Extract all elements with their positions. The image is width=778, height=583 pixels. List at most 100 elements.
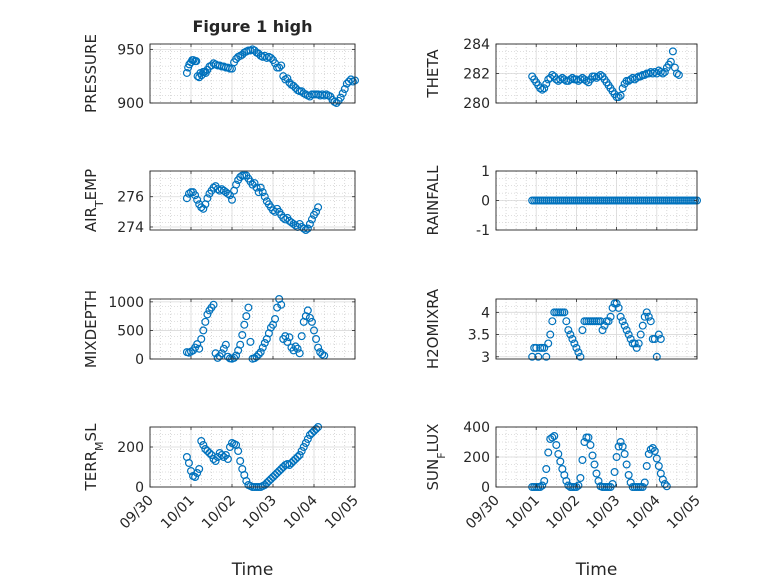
data-point (346, 75, 355, 84)
data-point (532, 343, 541, 352)
data-point (293, 344, 302, 353)
data-point (256, 183, 265, 192)
y-tick-label: 0 (481, 480, 490, 496)
x-tick-label: 09/30 (463, 493, 503, 533)
y-axis-label-part: SL (82, 423, 100, 442)
data-point (544, 339, 553, 348)
data-point (614, 442, 623, 451)
data-point (538, 85, 547, 94)
data-point (199, 326, 208, 335)
data-point (193, 195, 202, 204)
y-axis-label-part: SUN (424, 459, 442, 491)
data-point (546, 330, 555, 339)
data-point (182, 68, 191, 77)
data-point (314, 203, 323, 212)
data-point (260, 339, 269, 348)
subplot-h2omixra: 3 3.5 4 H2OMIXRA (424, 288, 698, 369)
y-tick-label: 282 (463, 67, 490, 83)
data-point (596, 317, 605, 326)
data-point (258, 343, 267, 352)
data-point (264, 477, 273, 486)
data-point (540, 343, 549, 352)
y-tick-label: 1000 (108, 295, 144, 311)
data-point (556, 457, 565, 466)
data-point (570, 339, 579, 348)
y-axis-label-part: RAINFALL (424, 165, 442, 236)
data-point (672, 69, 681, 78)
y-tick-label: 200 (117, 440, 144, 456)
data-point (287, 459, 296, 468)
data-point (293, 453, 302, 462)
data-point (626, 478, 635, 487)
data-point (266, 53, 275, 62)
data-point (260, 192, 269, 201)
data-point (590, 460, 599, 469)
data-point (578, 456, 587, 465)
y-axis-label: SUNFLUX (424, 424, 448, 491)
data-point (588, 451, 597, 460)
data-point (552, 441, 561, 450)
data-point (650, 335, 659, 344)
y-axis-label: PRESSURE (82, 34, 100, 113)
data-point (299, 224, 308, 233)
y-tick-label: 4 (481, 305, 490, 321)
data-point (217, 349, 226, 358)
data-point (240, 320, 249, 329)
data-point (291, 342, 300, 351)
data-point (271, 315, 280, 324)
data-point (312, 425, 321, 434)
data-point (620, 321, 629, 330)
axes-box (149, 298, 356, 360)
data-point (626, 335, 635, 344)
x-tick-label: 10/05 (664, 493, 704, 533)
data-point (242, 477, 251, 486)
data-point (654, 462, 663, 471)
data-point (184, 459, 193, 468)
data-point (199, 204, 208, 213)
data-point (596, 70, 605, 79)
data-point (252, 183, 261, 192)
data-point (614, 93, 623, 102)
subplot-rainfall: -1 0 1 RAINFALL (424, 164, 701, 239)
y-tick-label: 0 (135, 352, 144, 368)
data-point (201, 445, 210, 454)
data-point (275, 63, 284, 72)
data-point (574, 481, 583, 490)
data-point (564, 326, 573, 335)
data-point (213, 353, 222, 362)
data-point (540, 477, 549, 486)
data-point (307, 317, 316, 326)
data-point (277, 61, 286, 70)
data-point (646, 445, 655, 454)
data-point (650, 447, 659, 456)
x-tick-label: 10/02 (543, 493, 583, 533)
data-point (281, 215, 290, 224)
data-point (307, 215, 316, 224)
data-point (620, 450, 629, 459)
data-point (640, 312, 649, 321)
data-point (638, 321, 647, 330)
data-point (271, 471, 280, 480)
data-point (574, 348, 583, 357)
data-point (640, 478, 649, 487)
data-point (277, 300, 286, 309)
data-point (246, 337, 255, 346)
x-tick-label: 10/04 (281, 492, 321, 532)
axes-box (149, 170, 356, 231)
data-point (632, 343, 641, 352)
data-point (305, 313, 314, 322)
data-point (228, 195, 237, 204)
data-point (578, 326, 587, 335)
data-point (652, 454, 661, 463)
data-point (646, 317, 655, 326)
data-point (634, 339, 643, 348)
data-point (562, 477, 571, 486)
data-point (192, 57, 201, 66)
x-axis-label: Time (575, 560, 618, 580)
data-point (256, 348, 265, 357)
data-point (608, 303, 617, 312)
axes-box (495, 298, 698, 360)
data-point (336, 93, 345, 102)
data-point (586, 441, 595, 450)
x-tick-label: 10/05 (322, 493, 362, 533)
